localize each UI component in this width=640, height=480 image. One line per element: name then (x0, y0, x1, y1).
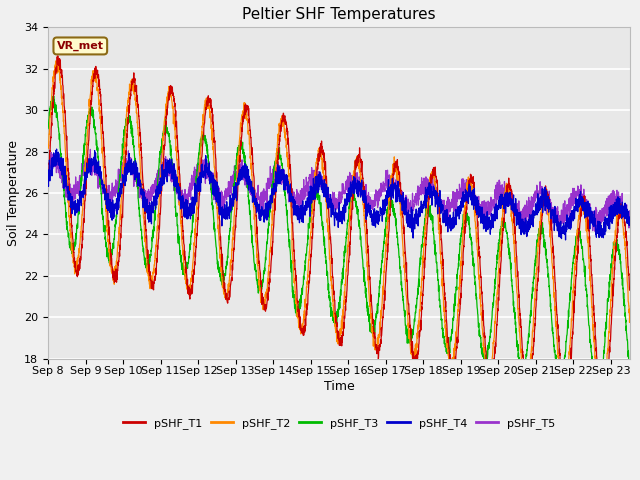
Line: pSHF_T4: pSHF_T4 (48, 149, 630, 240)
pSHF_T1 (111, 277, 118, 283)
pSHF_T5 (86, 146, 94, 152)
pSHF_T2 (268, 233, 275, 239)
Line: pSHF_T5: pSHF_T5 (48, 149, 630, 234)
pSHF_T5 (626, 219, 634, 225)
pSHF_T1 (626, 287, 634, 293)
pSHF_T3 (50, 93, 58, 99)
pSHF_T2 (552, 324, 560, 329)
X-axis label: Time: Time (324, 381, 355, 394)
pSHF_T2 (598, 410, 605, 416)
pSHF_T2 (52, 58, 60, 64)
pSHF_T4 (615, 204, 623, 210)
pSHF_T4 (145, 209, 153, 215)
pSHF_T3 (594, 392, 602, 398)
pSHF_T5 (292, 193, 300, 199)
Line: pSHF_T1: pSHF_T1 (48, 56, 630, 411)
pSHF_T3 (44, 126, 52, 132)
pSHF_T4 (111, 208, 118, 214)
pSHF_T1 (552, 288, 560, 293)
pSHF_T4 (44, 176, 52, 182)
pSHF_T1 (268, 257, 275, 263)
pSHF_T3 (292, 313, 300, 319)
Text: VR_met: VR_met (57, 41, 104, 51)
pSHF_T1 (145, 262, 153, 267)
pSHF_T5 (44, 170, 52, 176)
pSHF_T1 (600, 408, 607, 414)
Line: pSHF_T2: pSHF_T2 (48, 61, 630, 413)
pSHF_T2 (111, 268, 118, 274)
pSHF_T2 (292, 297, 300, 302)
pSHF_T3 (268, 191, 275, 197)
pSHF_T4 (268, 198, 275, 204)
pSHF_T5 (615, 206, 623, 212)
pSHF_T3 (111, 228, 118, 234)
pSHF_T4 (292, 208, 300, 214)
Line: pSHF_T3: pSHF_T3 (48, 96, 630, 395)
pSHF_T4 (626, 218, 634, 224)
pSHF_T4 (52, 146, 60, 152)
pSHF_T4 (562, 237, 570, 243)
pSHF_T3 (145, 261, 153, 266)
pSHF_T2 (145, 273, 153, 278)
pSHF_T1 (44, 174, 52, 180)
Legend: pSHF_T1, pSHF_T2, pSHF_T3, pSHF_T4, pSHF_T5: pSHF_T1, pSHF_T2, pSHF_T3, pSHF_T4, pSHF… (118, 414, 559, 434)
pSHF_T5 (111, 186, 118, 192)
pSHF_T1 (54, 53, 61, 59)
Title: Peltier SHF Temperatures: Peltier SHF Temperatures (242, 7, 436, 22)
pSHF_T4 (552, 218, 560, 224)
pSHF_T1 (292, 280, 300, 286)
pSHF_T3 (552, 360, 560, 365)
pSHF_T2 (44, 144, 52, 149)
pSHF_T5 (552, 215, 560, 220)
pSHF_T2 (626, 312, 634, 318)
pSHF_T5 (556, 231, 564, 237)
pSHF_T5 (145, 202, 153, 207)
pSHF_T3 (626, 368, 634, 374)
pSHF_T5 (268, 184, 275, 190)
pSHF_T2 (615, 214, 623, 220)
pSHF_T3 (615, 246, 623, 252)
pSHF_T1 (615, 214, 623, 220)
Y-axis label: Soil Temperature: Soil Temperature (7, 140, 20, 246)
